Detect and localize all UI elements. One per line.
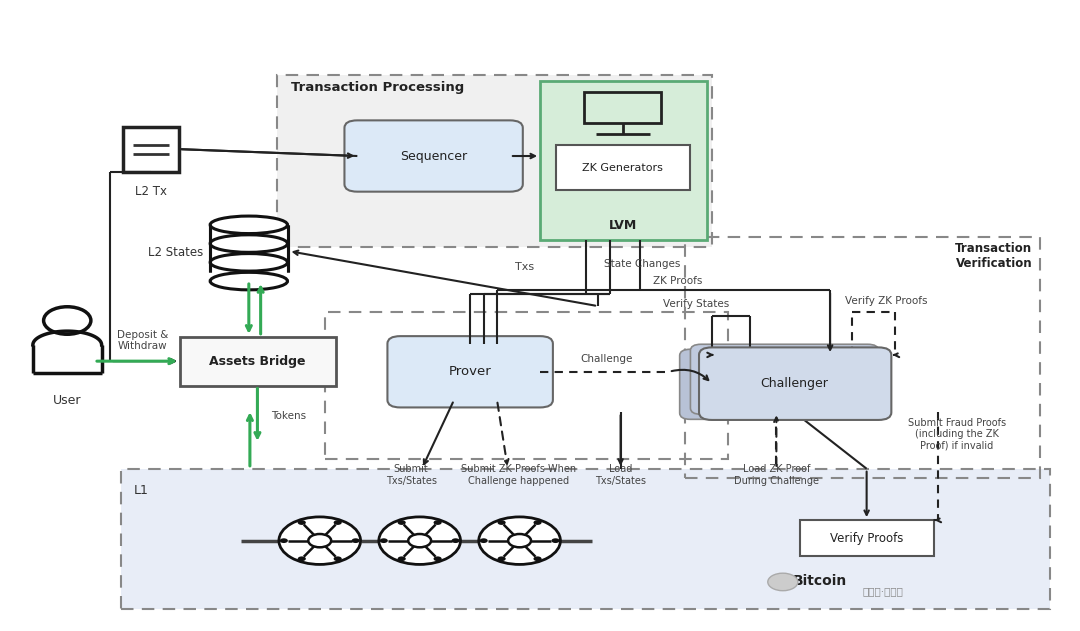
Text: Tokens: Tokens [271, 411, 307, 421]
Text: ZK Proofs: ZK Proofs [652, 276, 702, 286]
Bar [180, 337, 336, 386]
Text: Submit
Txs/States: Submit Txs/States [386, 464, 436, 486]
Text: Assets Bridge: Assets Bridge [210, 355, 306, 368]
Text: Transaction Processing: Transaction Processing [291, 81, 464, 94]
Bar [584, 91, 661, 123]
Text: Load
Txs/States: Load Txs/States [595, 464, 646, 486]
Text: Prover: Prover [449, 365, 491, 379]
Bar [276, 74, 712, 247]
Bar [121, 469, 1051, 610]
Text: L1: L1 [134, 485, 149, 497]
Text: Verify States: Verify States [663, 299, 729, 309]
Text: Verify ZK Proofs: Verify ZK Proofs [845, 296, 928, 306]
Circle shape [298, 557, 306, 561]
Text: L2 States: L2 States [148, 247, 204, 259]
Ellipse shape [211, 235, 287, 252]
Text: Bitcoin: Bitcoin [793, 574, 847, 588]
Text: L2 Tx: L2 Tx [135, 186, 167, 198]
Circle shape [498, 557, 505, 561]
Bar [685, 237, 1040, 478]
Bar [325, 312, 728, 459]
Text: Submit Fraud Proofs
(including the ZK
Proof) if invalid: Submit Fraud Proofs (including the ZK Pr… [908, 418, 1005, 451]
Circle shape [334, 520, 341, 525]
Bar [540, 81, 706, 240]
FancyBboxPatch shape [699, 348, 891, 420]
Text: Sequencer: Sequencer [400, 150, 468, 163]
Circle shape [380, 538, 388, 543]
Circle shape [298, 520, 306, 525]
Circle shape [478, 517, 561, 564]
Text: 公众号·十四君: 公众号·十四君 [862, 586, 903, 596]
Ellipse shape [211, 216, 287, 233]
FancyBboxPatch shape [690, 345, 878, 415]
Circle shape [768, 573, 798, 591]
Bar [211, 225, 287, 273]
Circle shape [334, 557, 341, 561]
Text: Challenger: Challenger [760, 377, 828, 390]
Ellipse shape [211, 273, 287, 290]
Circle shape [397, 557, 406, 561]
Text: State Changes: State Changes [605, 259, 680, 269]
Circle shape [480, 538, 488, 543]
Circle shape [352, 538, 360, 543]
Text: LVM: LVM [609, 219, 637, 232]
Circle shape [279, 517, 361, 564]
FancyBboxPatch shape [679, 350, 867, 420]
Circle shape [534, 520, 542, 525]
Text: Challenge: Challenge [580, 353, 633, 363]
Text: Deposit &
Withdraw: Deposit & Withdraw [117, 329, 168, 351]
Circle shape [280, 538, 288, 543]
Text: Txs: Txs [515, 262, 535, 272]
Circle shape [433, 520, 442, 525]
Circle shape [498, 520, 505, 525]
Bar [556, 145, 690, 191]
Circle shape [433, 557, 442, 561]
Text: User: User [53, 394, 81, 407]
Text: Verify Proofs: Verify Proofs [829, 532, 903, 545]
Circle shape [397, 520, 406, 525]
Circle shape [534, 557, 542, 561]
Ellipse shape [211, 254, 287, 271]
Bar [123, 127, 179, 172]
Circle shape [451, 538, 460, 543]
Text: ZK Generators: ZK Generators [582, 163, 663, 173]
FancyBboxPatch shape [345, 121, 523, 192]
Text: Submit ZK Proofs When
Challenge happened: Submit ZK Proofs When Challenge happened [461, 464, 576, 486]
Circle shape [379, 517, 460, 564]
FancyBboxPatch shape [388, 336, 553, 408]
Bar [800, 520, 934, 557]
Circle shape [552, 538, 559, 543]
Text: Transaction
Verification: Transaction Verification [955, 242, 1032, 270]
Circle shape [43, 307, 91, 334]
Text: Load ZK Proof
During Challenge: Load ZK Proof During Challenge [734, 464, 819, 486]
